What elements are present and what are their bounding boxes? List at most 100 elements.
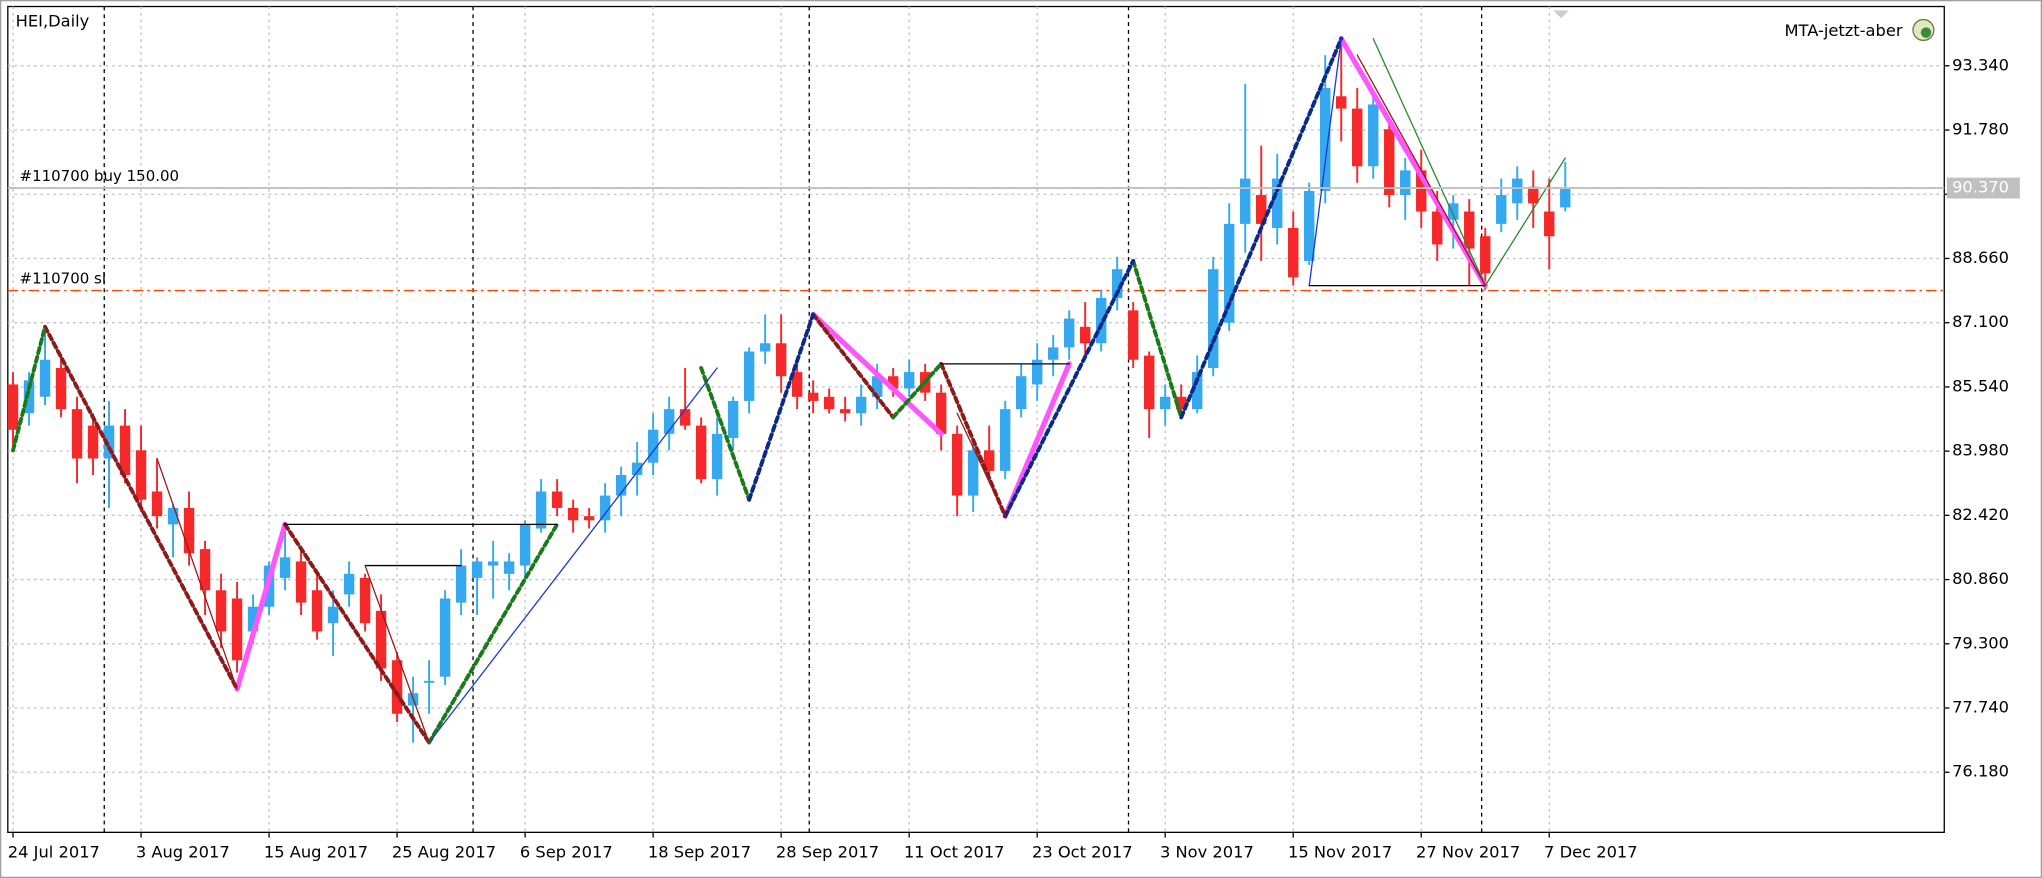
y-tick-label: 85.540: [1952, 376, 2009, 395]
zigzag-line: [427, 522, 560, 745]
candle-body: [1544, 211, 1555, 237]
indicator-name: MTA-jetzt-aber: [1784, 21, 1902, 40]
candle-body: [647, 429, 659, 463]
zigzag-line: [1131, 258, 1184, 420]
candle-body: [823, 396, 835, 410]
candle-body: [663, 409, 675, 434]
candle-body: [55, 367, 67, 410]
y-tick-label: 76.180: [1952, 762, 2009, 781]
candle-body: [1400, 170, 1411, 196]
candle-body: [1528, 186, 1539, 204]
candle-body: [503, 561, 515, 574]
price-tag-label: 90.370: [1952, 178, 2009, 197]
candle-body: [247, 606, 259, 632]
x-tick-label: 3 Aug 2017: [136, 843, 230, 862]
candle-body: [1127, 310, 1139, 360]
candle-body: [1432, 211, 1443, 245]
candle-body: [1240, 178, 1251, 224]
candle-body: [1384, 129, 1395, 196]
icon-dot: [1920, 27, 1932, 38]
candle-body: [1464, 211, 1475, 249]
candle-body: [1304, 190, 1315, 261]
zigzag-line: [234, 521, 288, 692]
candle-body: [1224, 223, 1235, 323]
candle-body: [887, 376, 899, 389]
candle-body: [215, 590, 227, 632]
y-tick-label: 79.300: [1952, 633, 2009, 652]
candle-body: [1159, 396, 1171, 410]
y-tick-label: 77.740: [1952, 698, 2009, 717]
zigzag-line: [428, 367, 718, 744]
x-tick-label: 15 Aug 2017: [264, 843, 368, 862]
candle-body: [7, 384, 19, 430]
candle-body: [1256, 195, 1267, 224]
zigzag-line: [1338, 36, 1488, 289]
candle-body: [1448, 203, 1459, 220]
zigzag-line: [1179, 36, 1344, 420]
candle-body: [1015, 376, 1027, 410]
candle-body: [679, 409, 691, 426]
candle-body: [535, 491, 547, 529]
zigzag-line: [1003, 258, 1136, 519]
candle-body: [839, 409, 851, 414]
candle-body: [1480, 236, 1491, 274]
candle-body: [951, 433, 963, 496]
candle-body: [935, 392, 947, 434]
x-tick-label: 18 Sep 2017: [648, 843, 751, 862]
candle-body: [1047, 347, 1059, 360]
candle-body: [167, 507, 179, 525]
order-label: #110700 sl: [20, 269, 106, 287]
candle-body: [1336, 96, 1347, 109]
candle-body: [1063, 318, 1075, 348]
candle-body: [1320, 88, 1331, 191]
candle-body: [1368, 104, 1379, 167]
x-tick-label: 6 Sep 2017: [520, 843, 613, 862]
candle-body: [327, 606, 339, 624]
candle-body: [423, 680, 435, 683]
candle-body: [1111, 269, 1123, 298]
zigzag-line: [11, 324, 47, 453]
candle-body: [1207, 269, 1219, 368]
candle-body: [1496, 195, 1507, 224]
candle-body: [1175, 396, 1187, 410]
candle-body: [631, 462, 643, 476]
candle-body: [727, 400, 739, 438]
candle-body: [279, 557, 291, 578]
candle-body: [551, 491, 563, 508]
candle-body: [311, 590, 323, 632]
y-tick-label: 83.980: [1952, 441, 2009, 460]
candle-body: [183, 507, 195, 554]
zigzag-line: [283, 522, 432, 745]
candle-body: [1095, 297, 1107, 344]
y-tick-label: 80.860: [1952, 569, 2009, 588]
candle-body: [1352, 108, 1363, 167]
candle-body: [1288, 228, 1299, 278]
zigzag-line: [956, 412, 1006, 517]
candle-body: [39, 359, 51, 397]
y-tick-label: 93.340: [1952, 55, 2009, 74]
zigzag-line: [364, 564, 430, 744]
candle-body: [23, 380, 35, 414]
x-tick-label: 25 Aug 2017: [392, 843, 496, 862]
candle-body: [151, 491, 163, 517]
candle-body: [359, 577, 371, 624]
candle-body: [471, 561, 483, 578]
candle-body: [583, 516, 595, 521]
candle-body: [295, 561, 307, 603]
x-tick-label: 24 Jul 2017: [8, 843, 100, 862]
zigzag-line: [1356, 54, 1486, 287]
zigzag-line: [1372, 37, 1486, 287]
candle-body: [1031, 359, 1043, 385]
candle-body: [775, 343, 787, 377]
zigzag-line: [156, 457, 238, 690]
zigzag-line: [939, 361, 1008, 519]
candle-body: [375, 610, 387, 669]
zigzag-line: [1484, 157, 1566, 287]
candle-body: [487, 561, 499, 566]
candle-body: [1191, 372, 1203, 410]
indicator-icon: [1912, 18, 1935, 42]
candle-body: [135, 450, 147, 500]
candle-body: [791, 372, 803, 397]
